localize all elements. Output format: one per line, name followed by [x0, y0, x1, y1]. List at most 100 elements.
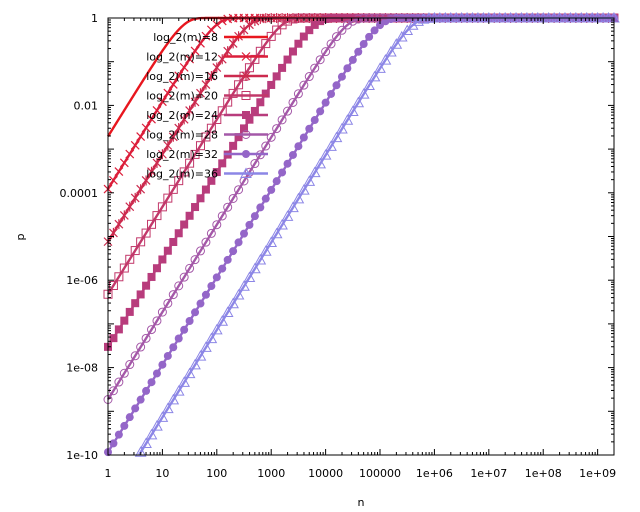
- triangle-marker: [210, 323, 223, 335]
- data-point: [330, 131, 343, 143]
- data-point: [212, 220, 222, 230]
- circle-marker: [157, 307, 167, 317]
- square-marker: [141, 228, 151, 238]
- data-point: [277, 115, 287, 125]
- data-point: [179, 272, 189, 282]
- data-point: [119, 368, 129, 378]
- data-point: [147, 325, 157, 335]
- data-point: [141, 333, 151, 343]
- x-marker: [241, 52, 251, 61]
- data-point: [185, 158, 195, 168]
- legend-label: log_2(m)=16: [146, 70, 218, 83]
- data-point: [206, 123, 216, 133]
- data-point: [114, 272, 124, 282]
- square-marker: [217, 106, 227, 116]
- data-point: [241, 130, 251, 139]
- data-point: [303, 175, 316, 186]
- data-point: [242, 111, 250, 119]
- circle-marker: [261, 141, 271, 151]
- circle-marker: [272, 124, 282, 134]
- data-point: [281, 210, 294, 221]
- triangle-marker: [189, 358, 201, 370]
- data-point: [210, 323, 223, 335]
- triangle-marker: [200, 341, 212, 352]
- data-point: [161, 402, 174, 414]
- square-marker: [125, 254, 135, 264]
- square-marker: [152, 211, 162, 221]
- x-tick-label: 1: [105, 467, 112, 480]
- square-marker: [174, 176, 184, 186]
- circle-marker: [163, 298, 173, 308]
- circle-marker: [119, 368, 129, 378]
- circle-marker: [190, 255, 200, 265]
- data-point: [174, 281, 184, 291]
- circle-marker: [241, 130, 251, 139]
- triangle-marker: [281, 210, 294, 221]
- data-point: [172, 385, 185, 396]
- square-marker: [272, 25, 282, 35]
- data-point: [119, 263, 129, 273]
- circle-marker: [185, 263, 195, 273]
- data-point: [321, 47, 331, 57]
- data-point: [125, 360, 135, 370]
- triangle-marker: [363, 79, 375, 90]
- legend-label: log_2(m)=24: [146, 109, 218, 122]
- triangle-marker: [308, 166, 321, 178]
- data-point: [272, 124, 282, 134]
- plot-frame: [107, 17, 615, 456]
- circle-marker: [174, 281, 184, 291]
- data-point: [140, 437, 152, 449]
- curves-layer: [106, 16, 614, 456]
- legend-item: log_2(m)=16: [146, 70, 268, 83]
- legend-item: log_2(m)=28: [146, 129, 268, 142]
- data-point: [157, 307, 167, 317]
- y-tick-label: 1e-06: [66, 274, 98, 287]
- data-point: [292, 192, 305, 204]
- data-point: [241, 52, 251, 61]
- data-point: [190, 255, 200, 265]
- triangle-marker: [232, 288, 245, 300]
- data-point: [136, 237, 146, 247]
- data-point: [212, 115, 222, 125]
- x-tick-label: 10: [155, 467, 169, 480]
- y-tick-label: 0.01: [74, 99, 99, 112]
- circle-marker: [315, 55, 325, 65]
- triangle-marker: [325, 140, 337, 151]
- data-point: [297, 184, 310, 195]
- data-point: [232, 288, 245, 300]
- square-marker: [201, 132, 211, 142]
- square-marker: [228, 88, 238, 98]
- data-point: [217, 211, 227, 221]
- square-marker: [163, 193, 173, 203]
- data-point: [331, 32, 341, 42]
- triangle-marker: [172, 385, 185, 396]
- data-point: [130, 246, 140, 256]
- data-point: [195, 246, 205, 256]
- data-point: [293, 89, 303, 99]
- legend-item: log_2(m)=36: [146, 167, 268, 181]
- x-tick-label: 100: [206, 467, 227, 480]
- star-marker: [241, 71, 251, 81]
- data-point: [314, 157, 327, 169]
- legend: log_2(m)=8 log_2(m)=12 log_2(m)=16 log_2(m)…: [146, 31, 268, 181]
- data-point: [241, 71, 251, 81]
- data-point: [325, 140, 337, 151]
- data-point: [179, 167, 189, 177]
- data-point: [141, 228, 151, 238]
- y-tick-label: 1: [91, 12, 98, 25]
- triangle-marker: [395, 30, 408, 42]
- triangle-marker: [297, 184, 310, 195]
- data-point: [261, 141, 271, 151]
- triangle-marker: [352, 96, 365, 108]
- data-point: [240, 167, 252, 178]
- data-point: [357, 88, 370, 99]
- circle-marker: [136, 342, 146, 352]
- square-marker: [136, 237, 146, 247]
- x-tick-label: 1000: [257, 467, 285, 480]
- circle-marker: [304, 72, 314, 82]
- data-point: [194, 350, 207, 361]
- legend-item: log_2(m)=20: [146, 90, 268, 103]
- triangle-marker: [134, 446, 147, 457]
- square-marker: [114, 272, 124, 282]
- data-point: [385, 45, 397, 57]
